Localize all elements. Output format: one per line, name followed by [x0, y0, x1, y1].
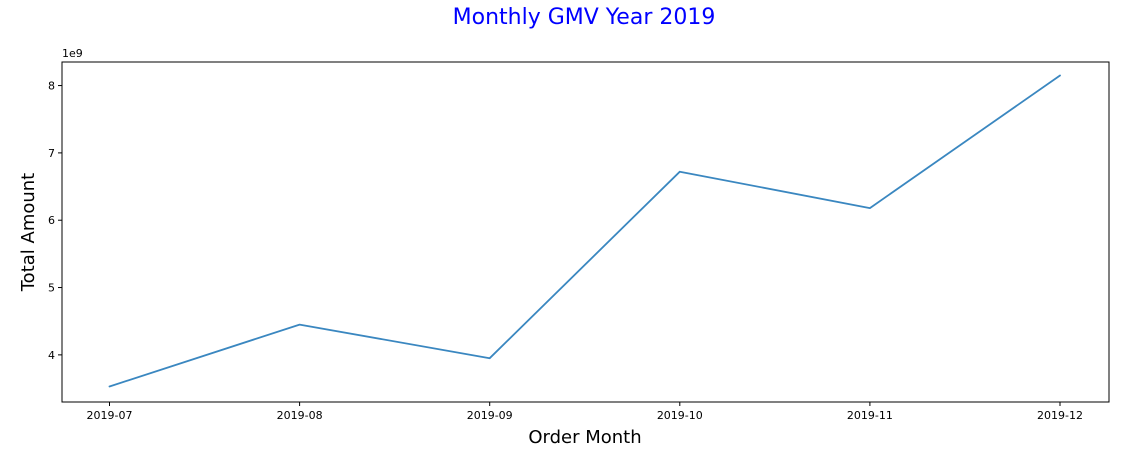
y-tick-label: 4	[48, 349, 55, 362]
plot-area-frame	[61, 61, 1110, 403]
y-tick-label: 5	[48, 282, 55, 295]
x-tick-label: 2019-10	[657, 409, 703, 422]
x-tick-label: 2019-12	[1037, 409, 1083, 422]
x-tick-label: 2019-09	[467, 409, 513, 422]
x-axis-ticks: 2019-07 2019-08 2019-09 2019-10 2019-11 2019-…	[87, 402, 1083, 422]
series-layer	[108, 74, 1061, 388]
y-tick-label: 6	[48, 214, 55, 227]
y-axis-label: Total Amount	[18, 173, 39, 293]
x-tick-label: 2019-08	[277, 409, 323, 422]
y-tick-label: 7	[48, 147, 55, 160]
y-axis-ticks: 4 5 6 7 8	[48, 80, 62, 362]
y-tick-label: 8	[48, 80, 55, 93]
series-line	[108, 74, 1061, 388]
chart-title: Monthly GMV Year 2019	[453, 5, 716, 30]
x-tick-label: 2019-11	[847, 409, 893, 422]
y-axis-offset-label: 1e9	[62, 47, 83, 60]
x-tick-label: 2019-07	[87, 409, 133, 422]
x-axis-label: Order Month	[528, 427, 641, 448]
